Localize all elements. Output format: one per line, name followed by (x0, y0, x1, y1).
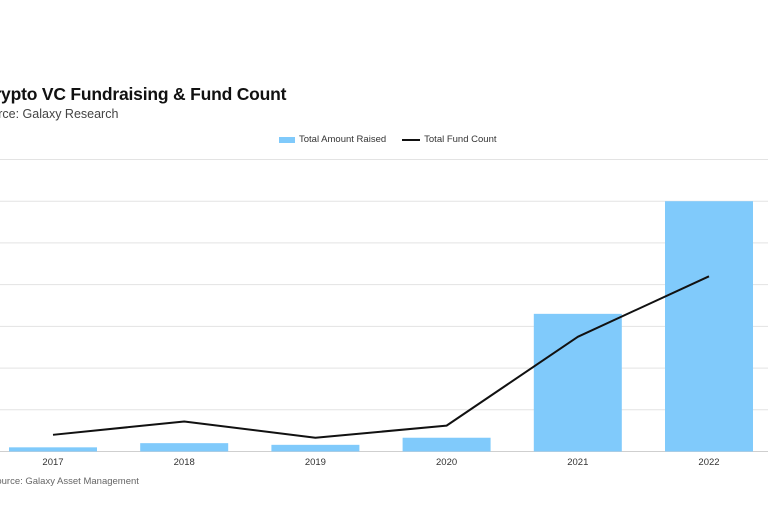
chart-title: Crypto VC Fundraising & Fund Count (0, 84, 287, 104)
legend-label-amount: Total Amount Raised (299, 134, 387, 145)
bar-2020 (402, 437, 491, 452)
bar-2021 (533, 313, 622, 452)
x-tick-label: 2018 (174, 457, 195, 468)
legend-swatch-count (402, 138, 421, 141)
bar-2017 (9, 447, 97, 452)
legend-swatch-amount (279, 136, 295, 143)
fund-count-line (52, 275, 710, 439)
chart-legend: Total Amount Raised Total Fund Count (279, 134, 513, 145)
chart-footer: Source: Galaxy Asset Management (0, 476, 139, 487)
legend-item-count: Total Fund Count (402, 134, 497, 145)
legend-item-amount: Total Amount Raised (279, 134, 386, 145)
legend-label-count: Total Fund Count (424, 134, 497, 145)
x-tick-label: 2017 (42, 457, 63, 468)
chart-subtitle: Source: Galaxy Research (0, 107, 119, 121)
x-tick-label: 2019 (305, 457, 326, 468)
x-tick-label: 2020 (436, 457, 457, 468)
bar-2018 (140, 443, 229, 452)
bar-2019 (271, 444, 360, 452)
x-tick-label: 2021 (567, 457, 588, 468)
bar-2022 (665, 201, 753, 452)
x-tick-label: 2022 (698, 457, 719, 468)
